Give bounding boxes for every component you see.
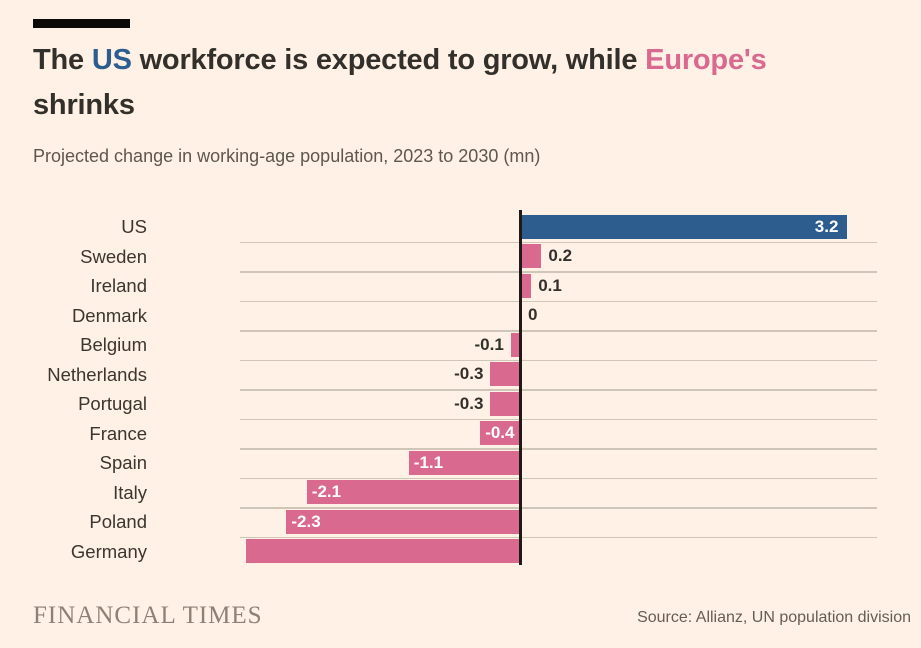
value-label-poland: -2.3 xyxy=(291,511,321,531)
row-separator xyxy=(240,536,877,538)
category-label-ireland: Ireland xyxy=(90,275,147,296)
value-label-italy: -2.1 xyxy=(311,482,342,502)
category-label-belgium: Belgium xyxy=(80,334,147,355)
value-label-france: -0.4 xyxy=(485,423,515,443)
row-separator xyxy=(240,271,877,273)
bar-germany xyxy=(245,539,521,564)
bar-us xyxy=(521,214,848,239)
title-text-segment: shrinks xyxy=(33,89,135,121)
row-separator xyxy=(240,507,877,509)
bar-chart: US 3.2 Sweden 0.2 Ireland 0.1 Denmark 0 Belgium -… xyxy=(0,210,921,568)
category-label-netherlands: Netherlands xyxy=(47,363,147,385)
row-separator xyxy=(240,241,877,243)
value-label-belgium: -0.1 xyxy=(474,334,504,354)
bar-belgium xyxy=(510,332,521,357)
category-label-sweden: Sweden xyxy=(80,245,147,267)
value-label-ireland: 0.1 xyxy=(538,275,562,295)
bar-ireland xyxy=(521,273,532,298)
chart-title: The US workforce is expected to grow, wh… xyxy=(33,38,888,128)
row-separator xyxy=(240,330,877,332)
title-text-segment: The xyxy=(33,44,92,76)
title-us-highlight: US xyxy=(91,44,132,76)
bar-poland xyxy=(286,509,521,534)
zero-baseline xyxy=(519,210,522,565)
value-label-denmark: 0 xyxy=(528,305,538,325)
row-separator xyxy=(240,448,877,450)
title-rule xyxy=(33,19,130,28)
category-label-us: US xyxy=(121,216,147,237)
value-label-netherlands: -0.3 xyxy=(454,364,484,384)
row-separator xyxy=(240,389,877,391)
row-separator xyxy=(240,418,877,420)
bar-netherlands xyxy=(490,362,521,387)
value-label-us: 3.2 xyxy=(814,216,839,236)
category-label-denmark: Denmark xyxy=(71,304,147,326)
value-label-portugal: -0.3 xyxy=(454,393,484,413)
bar-sweden xyxy=(521,244,542,269)
category-label-spain: Spain xyxy=(99,452,147,473)
category-label-france: France xyxy=(89,422,147,444)
category-label-portugal: Portugal xyxy=(78,393,147,414)
bar-portugal xyxy=(490,391,521,416)
category-label-germany: Germany xyxy=(70,540,147,562)
value-label-sweden: 0.2 xyxy=(548,246,573,266)
row-separator xyxy=(240,477,877,479)
row-separator xyxy=(240,359,877,361)
category-label-poland: Poland xyxy=(89,511,147,532)
row-separator xyxy=(240,300,877,302)
title-text-segment: workforce is expected to grow, while xyxy=(131,44,646,76)
chart-subtitle: Projected change in working-age populati… xyxy=(33,146,541,166)
category-label-italy: Italy xyxy=(113,481,147,503)
bar-italy xyxy=(306,480,521,505)
source-note: Source: Allianz, UN population division xyxy=(637,609,911,625)
bar-france xyxy=(480,421,521,446)
value-label-spain: -1.1 xyxy=(413,452,444,472)
title-europe-highlight: Europe's xyxy=(645,44,767,76)
bar-spain xyxy=(408,450,521,475)
ft-logo: FINANCIAL TIMES xyxy=(33,602,263,629)
